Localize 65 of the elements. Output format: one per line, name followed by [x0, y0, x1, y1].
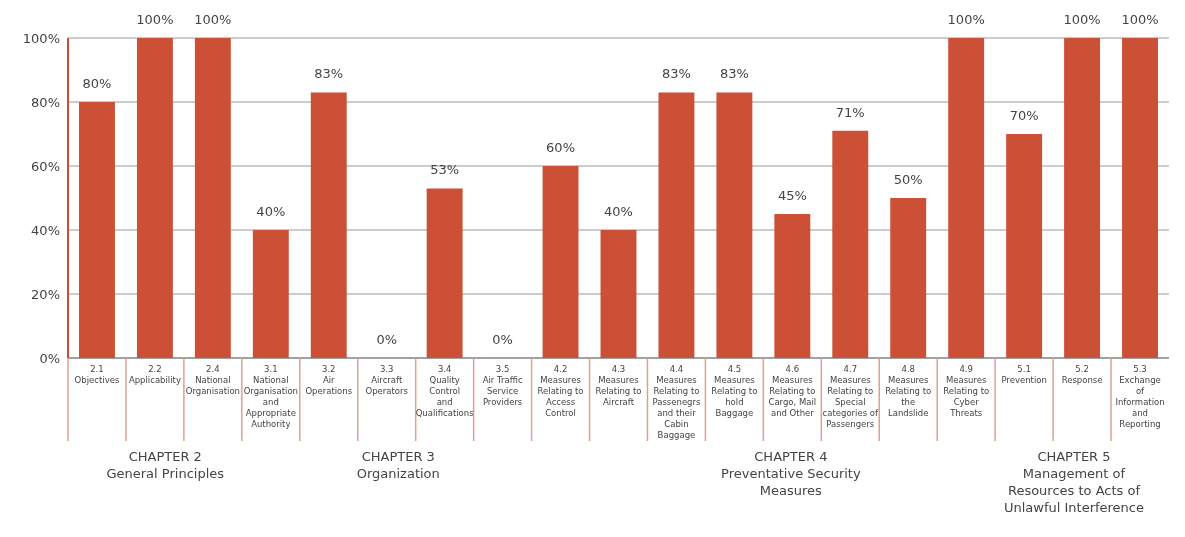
x-tick-label: 3.2 Air Operations [305, 364, 353, 396]
bar [136, 38, 173, 358]
x-tick-label: 3.4 Quality Control and Qualifications [415, 364, 475, 418]
x-tick-label: 3.1 National Organisation and Appropriate Authority [243, 364, 298, 429]
data-label: 40% [604, 204, 633, 219]
x-tick-label: 4.7 Measures Relating to Special categories of Passengers [822, 364, 880, 429]
x-tick-label: 2.1 Objectives [74, 364, 120, 385]
data-label: 50% [893, 172, 923, 187]
data-label: 100% [136, 12, 174, 27]
x-tick-label: 4.5 Measures Relating to hold Baggage [711, 364, 758, 418]
x-tick-label: 3.5 Air Traffic Service Providers [482, 364, 523, 407]
data-label: 53% [430, 162, 460, 178]
bar [252, 230, 289, 358]
bar [310, 92, 347, 358]
y-tick-label: 80% [31, 94, 60, 110]
bar [774, 214, 811, 358]
x-tick-label: 2.2 Applicability [128, 364, 181, 385]
x-tick-label: 5.1 Prevention [1001, 364, 1047, 385]
data-label: 83% [661, 66, 691, 82]
x-tick-label: 5.3 Exchange of Information and Reporting [1115, 364, 1165, 429]
bar [600, 230, 637, 358]
bar [1122, 38, 1158, 358]
data-label: 40% [256, 204, 286, 219]
data-label: 83% [314, 66, 344, 82]
bar [426, 188, 463, 358]
bar [948, 38, 985, 358]
x-tick-label: 2.4 National Organisation [185, 364, 241, 396]
text: CHAPTER 2 General Principles [105, 448, 226, 482]
bar [79, 102, 115, 358]
y-tick-label: 100% [22, 30, 60, 46]
data-label: 0% [376, 332, 398, 347]
data-label: 80% [82, 76, 112, 91]
text: CHAPTER 5 Management of Resources to Acts of Unlawful Interference [1002, 448, 1145, 516]
data-label: 60% [546, 140, 576, 155]
x-tick-label: 4.6 Measures Relating to Cargo, Mail and Other [768, 364, 817, 418]
bar [1064, 38, 1101, 358]
bar [890, 198, 927, 358]
data-label: 100% [194, 12, 232, 27]
data-label: 83% [719, 66, 749, 82]
data-label: 100% [1121, 12, 1159, 27]
data-label: 100% [947, 12, 985, 27]
data-label: 70% [1009, 108, 1039, 123]
bar [658, 92, 695, 358]
x-tick-label: 4.3 Measures Relating to Aircraft [595, 364, 642, 407]
bar [194, 38, 231, 358]
x-tick-label: 4.8 Measures Relating to the Landslide [885, 364, 932, 418]
bar [716, 92, 753, 358]
y-tick-label: 20% [31, 286, 60, 302]
x-tick-label: 4.9 Measures Relating to Cyber Threats [943, 364, 990, 418]
x-tick-label: 4.4 Measures Relating to Passenegrs and their Cabin Baggage [652, 364, 701, 440]
x-tick-label: 5.2 Response [1061, 364, 1103, 385]
data-label: 0% [492, 332, 513, 347]
text: CHAPTER 3 Organization [355, 448, 441, 482]
y-tick-label: 60% [31, 158, 60, 174]
x-tick-label: 3.3 Aircraft Operators [365, 364, 409, 396]
y-tick-label: 40% [31, 222, 60, 238]
x-tick-label: 4.2 Measures Relating to Access Control [537, 364, 584, 418]
data-label: 71% [835, 104, 865, 120]
data-label: 100% [1063, 12, 1101, 27]
bar [832, 130, 869, 358]
bar [1006, 134, 1043, 358]
y-tick-label: 0% [39, 350, 60, 366]
data-label: 45% [777, 188, 807, 203]
bar [542, 166, 579, 358]
text: CHAPTER 4 Preventative Security Measures [720, 448, 862, 499]
